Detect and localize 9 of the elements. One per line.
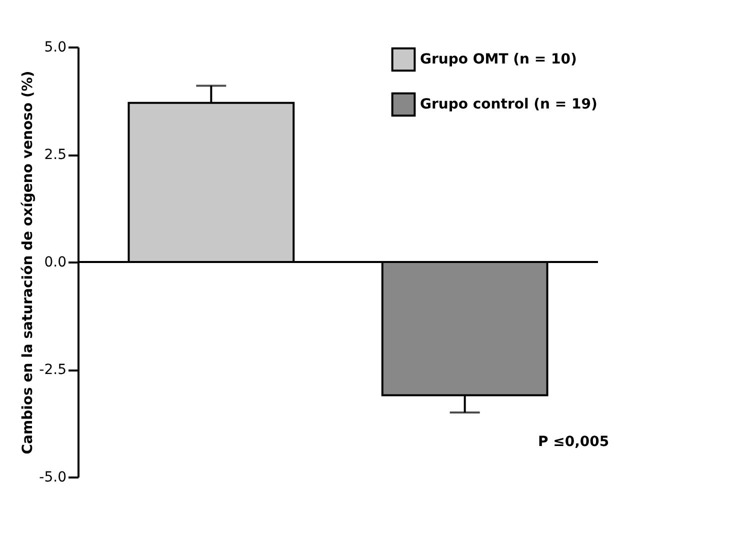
y-tick-label: 0.0 [44,254,66,270]
y-tick-label: -5.0 [39,470,66,486]
annotation: P ≤0,005 [538,434,610,450]
y-tick-label: -2.5 [39,362,66,378]
legend-label: Grupo control (n = 19) [420,96,598,112]
y-tick-label: 2.5 [44,147,66,163]
y-tick-label: 5.0 [44,40,66,56]
legend-label: Grupo OMT (n = 10) [420,52,577,68]
y-axis-title: Cambios en la saturación de oxígeno venoso (%) [20,70,36,454]
